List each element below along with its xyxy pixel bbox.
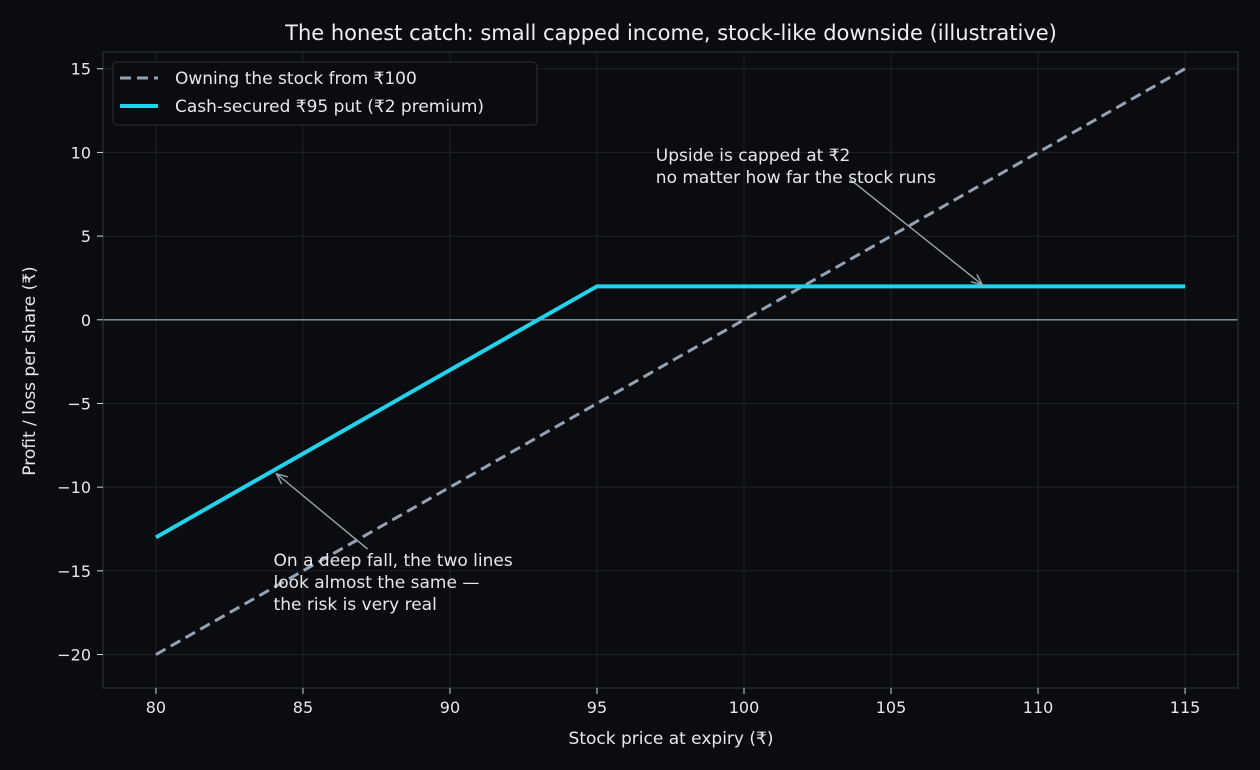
- annotation-arrow: [849, 178, 982, 284]
- y-tick-label: 10: [71, 143, 91, 162]
- x-tick-label: 95: [587, 698, 607, 717]
- y-tick-label: −10: [57, 478, 91, 497]
- annotations: Upside is capped at ₹2no matter how far …: [274, 146, 983, 615]
- legend-label-stock: Owning the stock from ₹100: [175, 69, 417, 89]
- y-axis-ticks: 15 10 5 0 −5 −10 −15 −20: [57, 60, 103, 665]
- annotation-text-line: On a deep fall, the two lines: [274, 551, 513, 571]
- chart-title: The honest catch: small capped income, s…: [284, 21, 1057, 45]
- x-tick-label: 100: [729, 698, 760, 717]
- y-tick-label: −15: [57, 562, 91, 581]
- legend-label-put: Cash-secured ₹95 put (₹2 premium): [175, 97, 484, 117]
- x-tick-label: 80: [146, 698, 166, 717]
- y-tick-label: −20: [57, 646, 91, 665]
- x-axis-label: Stock price at expiry (₹): [569, 729, 774, 749]
- series-line-stock: [155, 67, 1186, 656]
- legend: Owning the stock from ₹100 Cash-secured …: [112, 61, 538, 126]
- y-tick-label: 0: [81, 311, 91, 330]
- annotation-text-line: Upside is capped at ₹2: [656, 146, 851, 166]
- y-tick-label: 15: [71, 60, 91, 79]
- series-layer: [154, 67, 1186, 656]
- x-tick-label: 90: [440, 698, 460, 717]
- annotation-text-line: look almost the same —: [274, 573, 480, 593]
- y-tick-label: 5: [81, 227, 91, 246]
- x-tick-label: 115: [1170, 698, 1201, 717]
- plot-frame: [102, 51, 1239, 689]
- legend-box: [112, 61, 538, 126]
- x-axis-ticks: 80 85 90 95 100 105 110 115: [146, 688, 1201, 717]
- annotation-text-line: the risk is very real: [274, 595, 437, 615]
- y-tick-label: −5: [67, 394, 91, 413]
- x-tick-label: 105: [876, 698, 907, 717]
- y-axis-label: Profit / loss per share (₹): [20, 266, 40, 475]
- annotation-arrow: [276, 474, 369, 550]
- series-line-put: [154, 284, 1186, 540]
- x-tick-label: 85: [293, 698, 313, 717]
- annotation-text-line: no matter how far the stock runs: [656, 168, 936, 188]
- x-tick-label: 110: [1023, 698, 1054, 717]
